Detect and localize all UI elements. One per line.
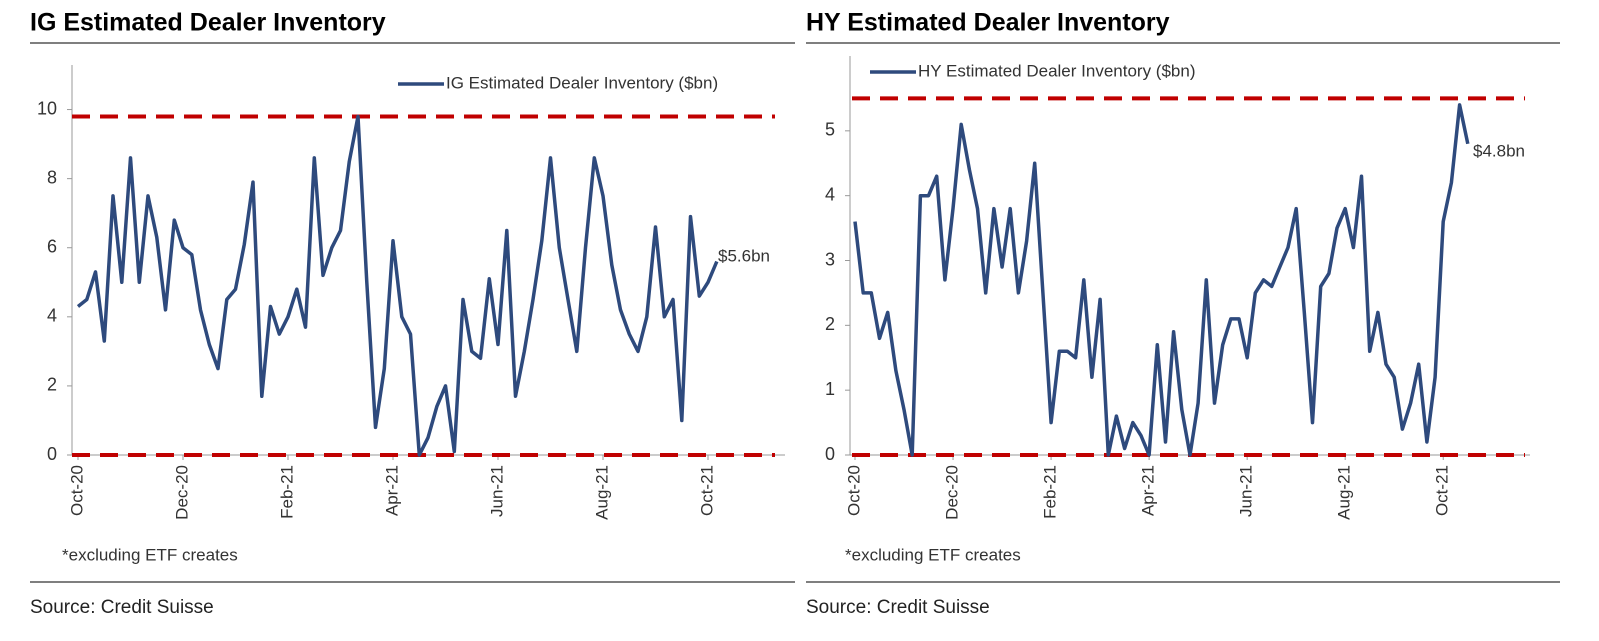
annotation: $5.6bn: [718, 246, 770, 265]
x-tick-label: Aug-21: [1335, 465, 1354, 520]
y-tick-label: 0: [47, 444, 57, 464]
data-line: [76, 114, 719, 457]
legend-label: IG Estimated Dealer Inventory ($bn): [446, 73, 718, 92]
legend-label: HY Estimated Dealer Inventory ($bn): [918, 61, 1195, 80]
x-tick-label: Aug-21: [592, 465, 611, 520]
annotation: $4.8bn: [1473, 141, 1525, 160]
y-tick-label: 6: [47, 236, 57, 256]
y-tick-label: 0: [825, 444, 835, 464]
y-tick-label: 4: [47, 306, 57, 326]
x-tick-label: Feb-21: [277, 465, 296, 519]
data-line: [853, 103, 1470, 457]
x-tick-label: Apr-21: [382, 465, 401, 516]
x-tick-label: Jun-21: [487, 465, 506, 517]
x-tick-label: Dec-20: [172, 465, 191, 520]
x-tick-label: Dec-20: [943, 465, 962, 520]
x-tick-label: Feb-21: [1041, 465, 1060, 519]
source: Source: Credit Suisse: [806, 597, 990, 618]
chart-title: IG Estimated Dealer Inventory: [30, 9, 386, 37]
x-tick-label: Jun-21: [1237, 465, 1256, 517]
y-tick-label: 2: [825, 314, 835, 334]
chart-title: HY Estimated Dealer Inventory: [806, 9, 1170, 37]
footnote: *excluding ETF creates: [62, 545, 238, 564]
source: Source: Credit Suisse: [30, 597, 214, 618]
y-tick-label: 10: [37, 98, 57, 118]
x-tick-label: Oct-20: [844, 465, 863, 516]
y-tick-label: 3: [825, 249, 835, 269]
footnote: *excluding ETF creates: [845, 545, 1021, 564]
y-tick-label: 4: [825, 184, 835, 204]
y-tick-label: 8: [47, 167, 57, 187]
x-tick-label: Apr-21: [1139, 465, 1158, 516]
x-tick-label: Oct-21: [1433, 465, 1452, 516]
y-tick-label: 5: [825, 120, 835, 140]
x-tick-label: Oct-21: [697, 465, 716, 516]
x-tick-label: Oct-20: [67, 465, 86, 516]
y-tick-label: 2: [47, 375, 57, 395]
y-tick-label: 1: [825, 379, 835, 399]
